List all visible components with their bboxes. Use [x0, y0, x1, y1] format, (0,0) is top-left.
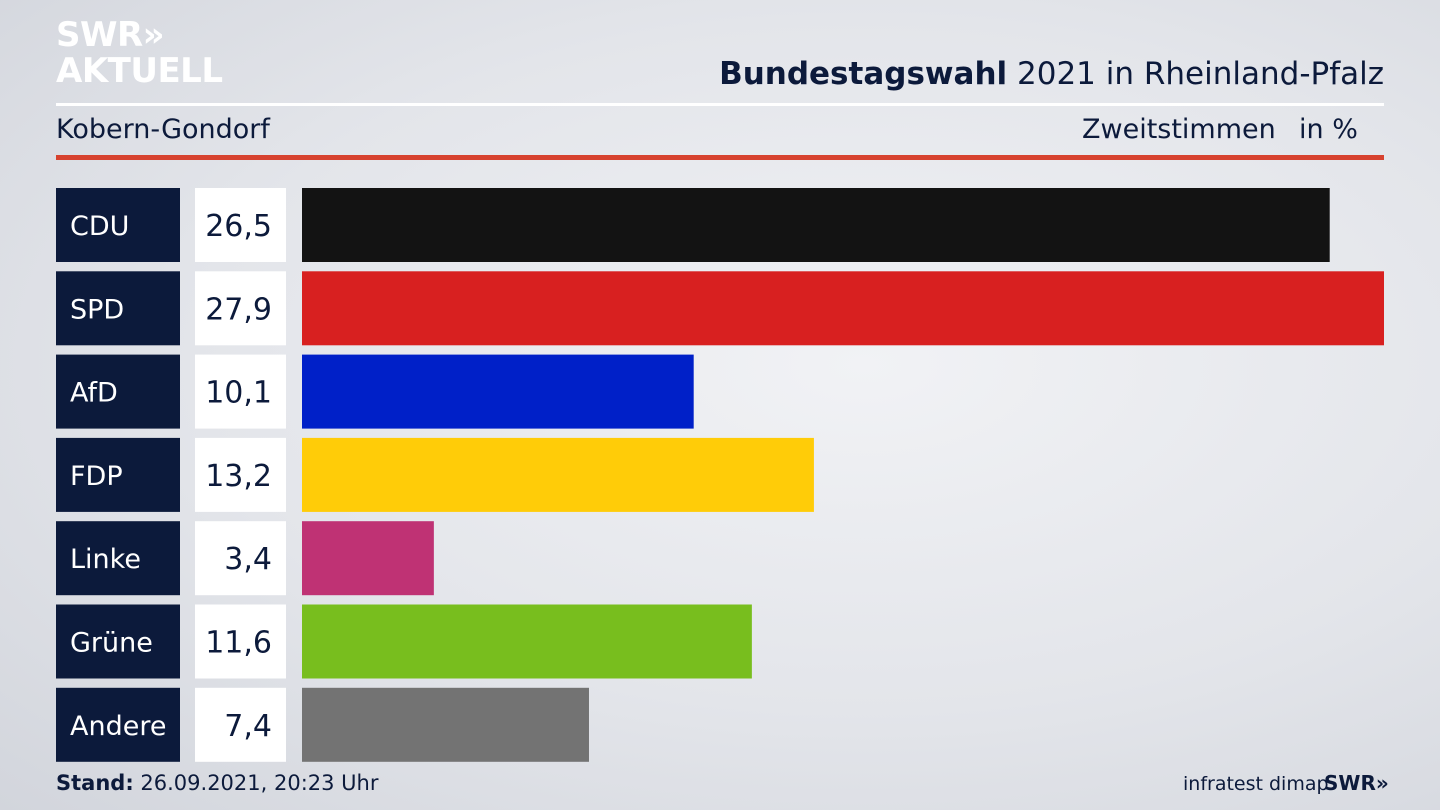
- value-box-afd: [195, 354, 286, 429]
- metric-label: Zweitstimmen: [1082, 114, 1276, 145]
- value-box-fdp: [195, 437, 286, 512]
- logo-line-1: SWR»: [56, 15, 165, 55]
- party-label-box-fdp: [56, 437, 180, 512]
- party-label-linke: Linke: [70, 544, 141, 575]
- data-label-fdp: 13,2: [205, 459, 272, 494]
- party-label-box-linke: [56, 521, 180, 596]
- party-label-box-afd: [56, 354, 180, 429]
- chart-title-rest: 2021 in Rheinland-Pfalz: [1007, 56, 1384, 92]
- data-source: infratest dimap: [1183, 773, 1329, 795]
- party-label-box-gr-ne: [56, 604, 180, 679]
- party-label-cdu: CDU: [70, 211, 129, 242]
- timestamp-value: 26.09.2021, 20:23 Uhr: [133, 771, 379, 795]
- bar-linke: [302, 521, 434, 596]
- party-label-spd: SPD: [70, 294, 124, 325]
- data-label-spd: 27,9: [205, 292, 272, 327]
- timestamp-label: Stand:: [56, 771, 134, 795]
- party-label-fdp: FDP: [70, 461, 123, 492]
- data-label-andere: 7,4: [224, 709, 272, 744]
- bar-spd: [302, 271, 1384, 346]
- region-name: Kobern-Gondorf: [56, 114, 270, 145]
- value-box-cdu: [195, 188, 286, 262]
- value-box-spd: [195, 271, 286, 346]
- data-label-afd: 10,1: [205, 376, 272, 411]
- party-label-andere: Andere: [70, 711, 166, 742]
- chart-title-bold: Bundestagswahl: [719, 56, 1008, 92]
- logo-line-2: AKTUELL: [56, 51, 223, 91]
- party-label-box-spd: [56, 271, 180, 346]
- swr-footer-logo: SWR»: [1324, 771, 1389, 795]
- chart-title: Bundestagswahl 2021 in Rheinland-Pfalz: [719, 56, 1384, 92]
- value-box-andere: [195, 687, 286, 762]
- data-label-gr-ne: 11,6: [205, 626, 272, 661]
- party-label-gr-ne: Grüne: [70, 628, 153, 659]
- party-label-box-cdu: [56, 188, 180, 262]
- unit-label: in %: [1299, 114, 1358, 145]
- value-box-gr-ne: [195, 604, 286, 679]
- swr-aktuell-logo: SWR» AKTUELL: [56, 16, 236, 90]
- bar-andere: [302, 687, 589, 762]
- data-label-linke: 3,4: [224, 542, 272, 577]
- bar-afd: [302, 354, 694, 429]
- bar-fdp: [302, 437, 814, 512]
- bar-gr-ne: [302, 604, 752, 679]
- accent-rule: [56, 155, 1384, 160]
- timestamp: Stand: 26.09.2021, 20:23 Uhr: [56, 771, 379, 795]
- value-box-linke: [195, 521, 286, 596]
- party-label-afd: AfD: [70, 378, 118, 409]
- bar-cdu: [302, 188, 1330, 262]
- data-label-cdu: 26,5: [205, 209, 272, 244]
- header-rule: [56, 103, 1384, 106]
- party-label-box-andere: [56, 687, 180, 762]
